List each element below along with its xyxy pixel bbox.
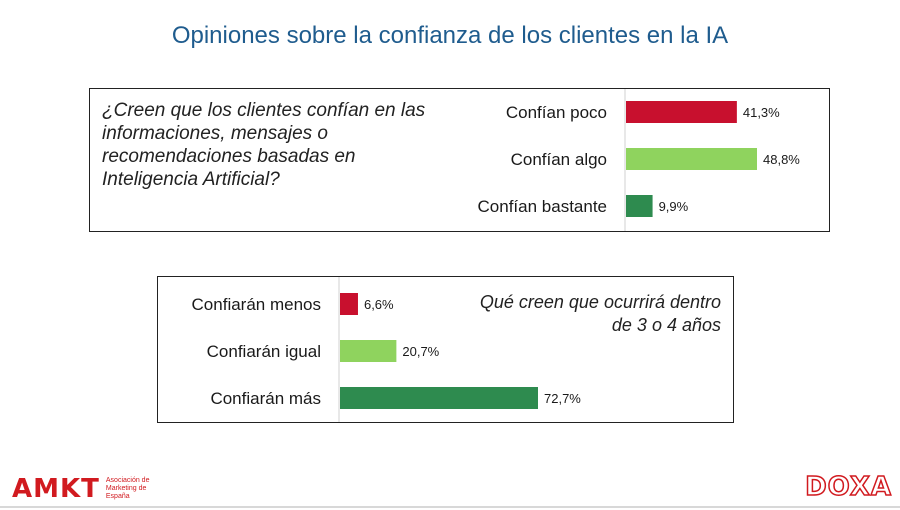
- amkt-logo: AMKT Asociación de Marketing de España: [12, 474, 166, 504]
- question-text: ¿Creen que los clientes confían en las i…: [102, 100, 426, 190]
- category-label: Confían algo: [511, 150, 607, 169]
- amkt-logo-subtitle: Asociación de Marketing de España: [105, 477, 150, 500]
- chart-panel-future: Qué creen que ocurrirá dentro de 3 o 4 a…: [157, 276, 734, 423]
- value-label: 6,6%: [364, 297, 394, 312]
- value-label: 20,7%: [402, 344, 439, 359]
- category-label: Confían bastante: [478, 197, 607, 216]
- category-label: Confiarán igual: [207, 342, 321, 361]
- page-title: Opiniones sobre la confianza de los clie…: [171, 22, 729, 49]
- bar-chart-future: Confiarán menos 6,6% Confiarán igual 20,7% C…: [192, 277, 581, 422]
- bar: [626, 195, 653, 217]
- question-text-future: Qué creen que ocurrirá dentro de 3 o 4 a…: [479, 292, 721, 335]
- amkt-logo-text: AMKT: [12, 474, 100, 504]
- doxa-logo: DOXA: [804, 471, 892, 503]
- value-label: 72,7%: [544, 391, 581, 406]
- value-label: 48,8%: [763, 152, 800, 167]
- value-label: 9,9%: [659, 199, 689, 214]
- bar-chart-confidence: Confían poco 41,3% Confían algo 48,8% Confía…: [478, 89, 800, 231]
- bar: [340, 340, 397, 362]
- category-label: Confían poco: [506, 103, 607, 122]
- bar: [626, 148, 757, 170]
- bar: [626, 101, 737, 123]
- category-label: Confiarán más: [210, 389, 321, 408]
- bar: [340, 387, 538, 409]
- chart-panel-confidence: ¿Creen que los clientes confían en las i…: [89, 88, 830, 232]
- footer-divider: [0, 506, 900, 508]
- category-label: Confiarán menos: [192, 295, 321, 314]
- bar: [340, 293, 358, 315]
- value-label: 41,3%: [743, 105, 780, 120]
